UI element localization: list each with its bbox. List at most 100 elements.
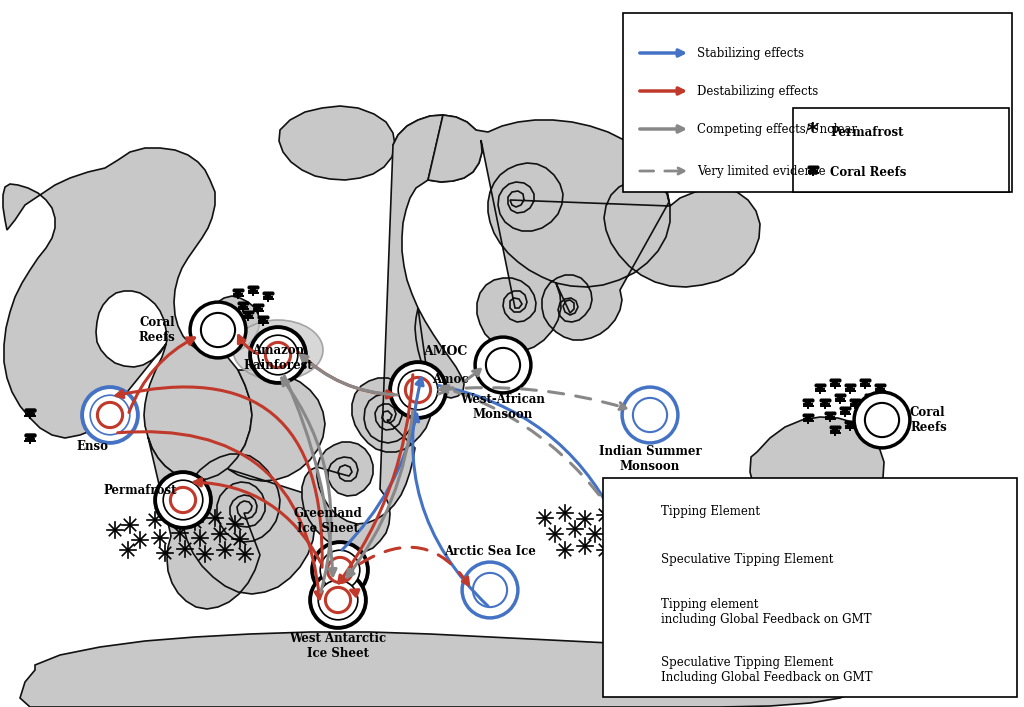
Text: Amoc: Amoc bbox=[432, 373, 469, 386]
Circle shape bbox=[201, 313, 236, 347]
Circle shape bbox=[616, 506, 655, 545]
Text: Tipping element
including Global Feedback on GMT: Tipping element including Global Feedbac… bbox=[662, 598, 871, 626]
FancyArrowPatch shape bbox=[298, 352, 394, 398]
Circle shape bbox=[163, 480, 203, 520]
Circle shape bbox=[620, 597, 650, 627]
Circle shape bbox=[90, 395, 130, 435]
Circle shape bbox=[633, 398, 667, 432]
Circle shape bbox=[321, 550, 359, 590]
Circle shape bbox=[155, 472, 211, 528]
Text: Amazon
Rainforest: Amazon Rainforest bbox=[243, 344, 312, 372]
Polygon shape bbox=[279, 106, 395, 180]
Circle shape bbox=[318, 580, 357, 620]
Circle shape bbox=[190, 302, 246, 358]
Polygon shape bbox=[393, 115, 482, 182]
FancyArrowPatch shape bbox=[438, 385, 615, 520]
Polygon shape bbox=[750, 417, 884, 527]
Polygon shape bbox=[148, 370, 325, 609]
Circle shape bbox=[620, 655, 650, 685]
Circle shape bbox=[82, 387, 138, 443]
Circle shape bbox=[398, 370, 438, 410]
Text: *: * bbox=[807, 122, 818, 142]
Polygon shape bbox=[20, 632, 860, 707]
FancyArrowPatch shape bbox=[438, 387, 626, 409]
FancyArrowPatch shape bbox=[239, 336, 257, 354]
Polygon shape bbox=[428, 115, 760, 351]
Circle shape bbox=[312, 542, 368, 598]
Text: Competing effects/Unclear: Competing effects/Unclear bbox=[697, 122, 857, 136]
FancyArrowPatch shape bbox=[640, 168, 684, 174]
Text: AMOC: AMOC bbox=[423, 345, 467, 358]
Text: Permafrost: Permafrost bbox=[103, 484, 177, 496]
Text: Speculative Tipping Element
Including Global Feedback on GMT: Speculative Tipping Element Including Gl… bbox=[662, 656, 872, 684]
FancyArrowPatch shape bbox=[347, 411, 413, 577]
Circle shape bbox=[613, 490, 656, 534]
FancyArrowPatch shape bbox=[195, 479, 321, 563]
Circle shape bbox=[170, 487, 196, 513]
Circle shape bbox=[613, 648, 656, 691]
FancyBboxPatch shape bbox=[793, 108, 1009, 192]
Circle shape bbox=[622, 498, 648, 525]
Circle shape bbox=[624, 513, 648, 537]
FancyArrowPatch shape bbox=[640, 50, 683, 56]
FancyBboxPatch shape bbox=[603, 478, 1017, 697]
Text: West-African
Monsoon: West-African Monsoon bbox=[461, 393, 546, 421]
FancyArrowPatch shape bbox=[300, 354, 397, 395]
Circle shape bbox=[475, 337, 530, 393]
Circle shape bbox=[250, 327, 306, 383]
Text: Arctic Sea Ice: Arctic Sea Ice bbox=[444, 545, 536, 558]
Circle shape bbox=[613, 538, 656, 582]
Polygon shape bbox=[302, 115, 464, 553]
Circle shape bbox=[462, 562, 518, 618]
Circle shape bbox=[258, 335, 298, 375]
Circle shape bbox=[865, 403, 899, 437]
FancyArrowPatch shape bbox=[640, 88, 683, 94]
FancyArrowPatch shape bbox=[413, 378, 488, 606]
Text: Destabilizing effects: Destabilizing effects bbox=[697, 85, 818, 98]
Circle shape bbox=[622, 547, 648, 573]
Circle shape bbox=[486, 348, 520, 382]
Text: Permafrost: Permafrost bbox=[830, 126, 903, 139]
Circle shape bbox=[390, 362, 445, 418]
Circle shape bbox=[265, 342, 291, 368]
Circle shape bbox=[626, 660, 645, 680]
Ellipse shape bbox=[233, 320, 323, 380]
FancyBboxPatch shape bbox=[623, 13, 1012, 192]
Polygon shape bbox=[3, 148, 260, 480]
FancyArrowPatch shape bbox=[284, 375, 336, 575]
Circle shape bbox=[608, 497, 664, 553]
Text: Enso: Enso bbox=[76, 440, 108, 453]
FancyArrowPatch shape bbox=[118, 432, 323, 599]
FancyArrowPatch shape bbox=[351, 590, 358, 596]
Circle shape bbox=[854, 392, 910, 448]
Text: Greenland
Ice Sheet: Greenland Ice Sheet bbox=[294, 507, 362, 535]
FancyArrowPatch shape bbox=[116, 387, 323, 567]
FancyArrowPatch shape bbox=[360, 547, 469, 585]
Text: Speculative Tipping Element: Speculative Tipping Element bbox=[662, 554, 834, 566]
FancyArrowPatch shape bbox=[282, 378, 331, 592]
Text: Indian Summer
Monsoon: Indian Summer Monsoon bbox=[599, 445, 701, 473]
Circle shape bbox=[328, 557, 352, 583]
Text: Coral
Reefs: Coral Reefs bbox=[910, 406, 947, 434]
Text: Coral Reefs: Coral Reefs bbox=[830, 165, 906, 178]
Circle shape bbox=[626, 602, 645, 621]
Circle shape bbox=[473, 573, 507, 607]
Text: Coral
Reefs: Coral Reefs bbox=[138, 316, 175, 344]
Text: Stabilizing effects: Stabilizing effects bbox=[697, 47, 804, 59]
FancyArrowPatch shape bbox=[339, 375, 413, 583]
Circle shape bbox=[613, 590, 656, 633]
Circle shape bbox=[623, 387, 678, 443]
Circle shape bbox=[406, 378, 431, 402]
Text: Very limited evidence: Very limited evidence bbox=[697, 165, 825, 177]
Circle shape bbox=[310, 572, 366, 628]
Text: Tipping Element: Tipping Element bbox=[662, 506, 760, 518]
Circle shape bbox=[97, 402, 123, 428]
FancyArrowPatch shape bbox=[342, 414, 419, 550]
Text: Permafrost: Permafrost bbox=[660, 501, 733, 515]
FancyArrowPatch shape bbox=[640, 126, 683, 132]
FancyArrowPatch shape bbox=[438, 369, 480, 394]
FancyArrowPatch shape bbox=[442, 385, 630, 541]
Circle shape bbox=[326, 588, 350, 612]
Text: West Antarctic
Ice Sheet: West Antarctic Ice Sheet bbox=[290, 632, 387, 660]
FancyArrowPatch shape bbox=[129, 338, 195, 412]
